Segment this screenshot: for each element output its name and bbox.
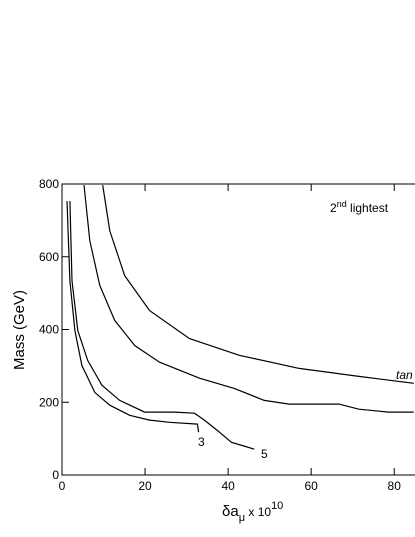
- y-tick-label: 400: [39, 323, 59, 337]
- y-tick-label: 600: [39, 250, 59, 264]
- x-tick-label: 80: [388, 479, 402, 493]
- curve: [102, 185, 414, 384]
- annotation-sup: nd: [337, 199, 347, 209]
- annotation-rest: lightest: [347, 201, 389, 215]
- x-label-mid: x 10: [245, 505, 271, 519]
- curve: [83, 185, 414, 413]
- x-label-sup: 10: [271, 500, 283, 512]
- x-axis-label: δaμ x 1010: [222, 500, 283, 524]
- plot-frame: [61, 183, 415, 476]
- y-tick-label: 800: [39, 177, 59, 191]
- x-label-sub: μ: [239, 512, 245, 524]
- x-label-base: δa: [222, 503, 239, 520]
- curve-label: 3: [198, 435, 205, 449]
- y-tick-label: 200: [39, 395, 59, 409]
- x-tick-label: 20: [138, 479, 152, 493]
- annotation-base: 2: [330, 201, 337, 215]
- x-tick-label: 40: [221, 479, 235, 493]
- annotation-top: 2nd lightest: [330, 199, 389, 215]
- curve-label: 5: [261, 447, 268, 461]
- curve-label: tan: [396, 368, 413, 382]
- x-tick-label: 0: [59, 479, 66, 493]
- y-axis-label: Mass (GeV): [11, 290, 28, 370]
- curve: [69, 201, 255, 450]
- curve: [66, 201, 200, 433]
- x-tick-label: 60: [304, 479, 318, 493]
- y-tick-label: 0: [52, 468, 59, 482]
